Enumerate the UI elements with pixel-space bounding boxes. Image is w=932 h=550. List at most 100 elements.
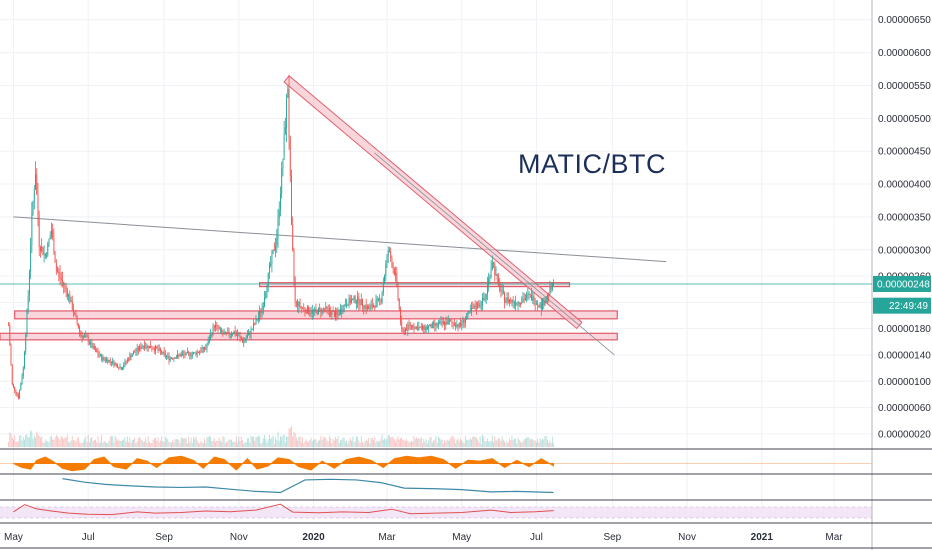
candle-body [292,224,294,251]
support-zone[interactable] [0,332,618,341]
volume-bar [344,441,346,447]
candle-body [330,311,332,316]
candle-body [50,230,52,236]
candle-body [512,299,514,303]
volume-bar [332,438,334,447]
volume-bar [147,436,149,447]
volume-bar [486,438,488,447]
candle-body [102,357,104,361]
y-tick-label: 0.00000060 [878,403,931,414]
candle-body [98,354,100,356]
candle-body [423,325,425,330]
candle-body [417,326,419,331]
candle-body [473,305,475,309]
volume-bar [164,436,166,447]
candle-body [216,324,218,326]
candle-body [297,301,299,307]
volume-bar [286,436,288,447]
volume-bar [369,443,371,447]
candle-body [235,334,237,336]
candle-body [433,323,435,325]
candle-body [461,324,463,326]
volume-bar [324,437,326,447]
volume-bar [255,436,257,447]
candle-body [231,334,232,336]
volume-bar [428,440,430,447]
candle-body [480,304,482,306]
candle-body [336,311,338,315]
volume-bar [261,442,263,447]
price-candles [8,74,555,400]
volume-bar [401,437,403,447]
volume-bar [496,440,498,447]
candle-body [504,292,506,303]
volume-bar [231,439,232,447]
candle-body [80,331,82,336]
candle-body [166,356,168,357]
volume-bar [545,436,547,447]
volume-bar [213,438,215,447]
resistance-trend-line[interactable] [13,216,667,263]
candle-body [211,334,213,336]
candle-body [462,319,464,325]
channel-midline [374,152,615,356]
volume-bar [43,442,45,447]
volume-bar [450,437,452,447]
candle-body [136,347,138,352]
candle-body [243,341,245,343]
volume-bar [469,437,471,447]
volume-bar [500,441,502,447]
candle-body [349,298,351,304]
volume-bar [347,443,349,447]
volume-bar [171,442,172,447]
volume-bar [114,436,116,447]
candle-body [68,294,70,297]
candle-body [411,325,412,327]
volume-bar [328,435,330,447]
candle-body [491,262,493,269]
volume-bar [305,439,307,447]
volume-bar [276,440,278,447]
candle-body [359,304,361,306]
candle-body [488,278,490,285]
volume-bar [455,443,457,447]
support-zone[interactable] [259,282,571,288]
candle-body [412,325,414,329]
volume-bar [415,437,417,447]
countdown-tag [873,297,931,314]
volume-bar [189,442,191,447]
candle-body [207,340,209,346]
volume-bar [243,443,245,447]
candle-body [395,272,397,275]
candle-body [11,364,13,385]
candle-body [177,354,179,358]
candle-body [518,302,520,304]
volume-bar [50,435,52,447]
candle-body [120,367,122,370]
volume-bar [270,438,272,447]
volume-bar [413,435,415,447]
volume-bar [210,436,212,447]
volume-bar [422,443,423,447]
candle-body [482,297,483,305]
volume-bar [97,436,99,447]
candle-body [446,321,448,325]
volume-bar [357,437,359,447]
candle-body [131,354,133,357]
volume-bar [546,439,548,447]
volume-bar [25,434,27,447]
volume-bar [397,436,399,447]
candle-body [31,212,33,246]
candle-body [428,326,430,329]
volume-bar [489,440,491,447]
candle-body [171,358,172,359]
volume-bar [82,441,84,447]
candle-body [272,249,274,254]
volume-bar [495,440,497,447]
candle-body [190,355,192,357]
volume-bar [433,441,435,447]
candle-body [278,210,280,218]
volume-bar [95,439,96,447]
volume-bar [22,436,24,447]
